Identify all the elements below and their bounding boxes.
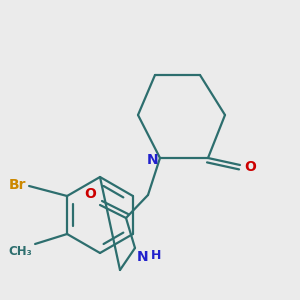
Text: N: N (146, 153, 158, 167)
Text: Br: Br (9, 178, 26, 192)
Text: N: N (137, 250, 148, 264)
Text: H: H (151, 249, 161, 262)
Text: O: O (84, 187, 96, 201)
Text: O: O (244, 160, 256, 174)
Text: CH₃: CH₃ (8, 245, 32, 258)
